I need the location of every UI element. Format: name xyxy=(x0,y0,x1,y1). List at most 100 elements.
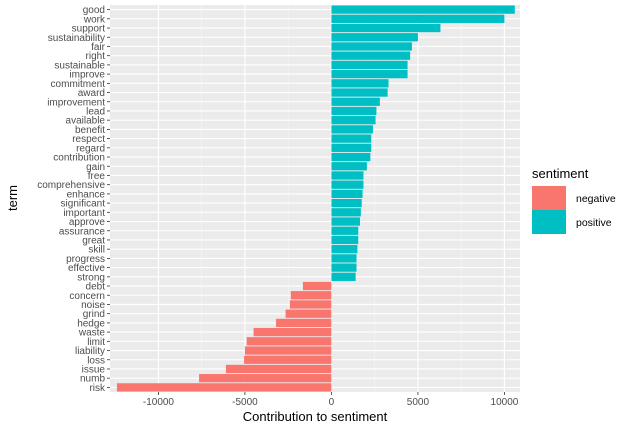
y-tick-label: right xyxy=(86,51,106,62)
x-tick-label: -5000 xyxy=(232,397,258,408)
bar-grind xyxy=(285,309,332,318)
bar-improvement xyxy=(331,97,380,106)
y-tick-label: debt xyxy=(86,282,106,293)
x-tick-label: 10000 xyxy=(491,397,519,408)
y-tick-label: sustainable xyxy=(54,60,105,71)
bar-award xyxy=(331,88,388,97)
y-tick-label: concern xyxy=(69,291,105,302)
y-tick-label: progress xyxy=(66,254,105,265)
y-tick-label: fair xyxy=(91,42,106,53)
minor-gridlines xyxy=(201,5,462,392)
x-axis-title: Contribution to sentiment xyxy=(243,409,388,424)
y-tick-label: noise xyxy=(81,300,105,311)
y-tick-label: great xyxy=(82,235,105,246)
y-axis-title: term xyxy=(5,185,20,211)
bar-effective xyxy=(331,263,357,272)
y-tick-label: liability xyxy=(75,346,105,357)
bar-benefit xyxy=(331,125,373,134)
bars-layer xyxy=(116,5,515,392)
y-tick-label: limit xyxy=(87,337,105,348)
y-tick-label: contribution xyxy=(53,153,105,164)
y-tick-label: grind xyxy=(83,309,105,320)
bar-sustainable xyxy=(331,60,408,70)
legend-label-negative: negative xyxy=(576,193,616,205)
bar-comprehensive xyxy=(331,180,364,189)
y-tick-label: benefit xyxy=(75,125,105,136)
y-tick-label: commitment xyxy=(51,79,106,90)
x-axis-ticks: -10000 -5000 0 5000 10000 xyxy=(143,392,519,408)
y-tick-label: issue xyxy=(82,364,106,375)
bar-numb xyxy=(199,374,332,383)
bar-regard xyxy=(331,143,372,152)
bar-liability xyxy=(244,346,332,355)
y-tick-label: numb xyxy=(80,374,105,385)
y-tick-label: work xyxy=(83,14,106,25)
y-tick-label: sustainability xyxy=(48,33,105,44)
y-tick-label: assurance xyxy=(59,226,106,237)
bar-contribution xyxy=(331,152,371,162)
bar-skill xyxy=(331,245,358,254)
bar-concern xyxy=(290,291,332,300)
y-tick-label: respect xyxy=(72,134,105,145)
y-tick-label: hedge xyxy=(77,318,105,329)
bar-debt xyxy=(302,281,332,291)
bar-great xyxy=(331,235,359,245)
legend-key-positive xyxy=(532,210,566,234)
bar-support xyxy=(331,23,441,33)
bar-commitment xyxy=(331,79,389,88)
bar-approve xyxy=(331,217,360,226)
plot-panel xyxy=(110,5,520,392)
bar-available xyxy=(331,116,376,125)
x-tick-label: -10000 xyxy=(143,397,175,408)
bar-limit xyxy=(246,337,332,346)
y-tick-label: approve xyxy=(69,217,106,228)
bar-loss xyxy=(244,355,332,364)
bar-good xyxy=(331,5,515,14)
bar-noise xyxy=(289,300,332,309)
bar-important xyxy=(331,208,361,217)
bar-improve xyxy=(331,69,408,79)
bar-waste xyxy=(253,327,332,337)
y-axis-ticks: goodworksupportsustainabilityfairrightsu… xyxy=(37,5,110,394)
legend-title: sentiment xyxy=(532,166,589,181)
y-tick-label: loss xyxy=(87,355,105,366)
legend-key-negative xyxy=(532,186,566,210)
y-tick-label: risk xyxy=(89,383,106,394)
y-tick-label: skill xyxy=(88,245,105,256)
bar-sustainability xyxy=(331,33,418,42)
bar-free xyxy=(331,171,364,180)
x-tick-label: 5000 xyxy=(407,397,430,408)
bar-right xyxy=(331,51,411,60)
y-tick-label: important xyxy=(63,208,105,219)
bar-enhance xyxy=(331,189,363,199)
y-tick-label: comprehensive xyxy=(37,180,105,191)
y-tick-label: improve xyxy=(69,70,105,81)
y-tick-label: regard xyxy=(76,143,105,154)
bar-issue xyxy=(225,364,332,374)
bar-respect xyxy=(331,134,372,143)
y-tick-label: good xyxy=(83,5,105,16)
bar-progress xyxy=(331,254,357,263)
y-tick-label: free xyxy=(88,171,106,182)
bar-risk xyxy=(116,383,332,392)
bar-strong xyxy=(331,272,356,281)
y-tick-label: lead xyxy=(86,106,105,117)
y-tick-label: improvement xyxy=(47,97,105,108)
bar-lead xyxy=(331,106,377,116)
bar-gain xyxy=(331,162,367,171)
y-tick-label: waste xyxy=(78,328,106,339)
y-tick-label: enhance xyxy=(67,189,106,200)
x-tick-label: 0 xyxy=(329,397,335,408)
y-tick-label: gain xyxy=(86,162,105,173)
legend: sentiment negative positive xyxy=(532,166,616,234)
bar-hedge xyxy=(276,318,332,328)
y-tick-label: effective xyxy=(68,263,105,274)
bar-fair xyxy=(331,42,412,51)
y-tick-label: award xyxy=(78,88,105,99)
y-tick-label: available xyxy=(66,116,106,127)
y-tick-label: strong xyxy=(77,272,105,283)
bar-assurance xyxy=(331,226,359,235)
bar-work xyxy=(331,14,505,23)
y-tick-label: significant xyxy=(61,199,106,210)
